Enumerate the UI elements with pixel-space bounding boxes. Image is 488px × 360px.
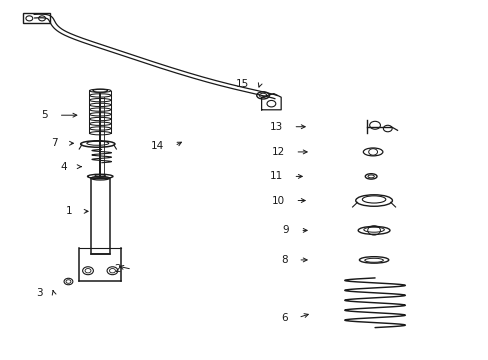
- Text: 12: 12: [271, 147, 284, 157]
- Text: 7: 7: [51, 138, 58, 148]
- Text: 8: 8: [280, 255, 287, 265]
- Text: 6: 6: [280, 312, 287, 323]
- Text: 9: 9: [282, 225, 289, 235]
- Text: 5: 5: [41, 110, 48, 120]
- Bar: [91, 178, 109, 254]
- Text: 15: 15: [236, 78, 249, 89]
- Text: 13: 13: [269, 122, 282, 132]
- Text: 11: 11: [269, 171, 282, 181]
- Text: 1: 1: [65, 206, 72, 216]
- Text: 14: 14: [150, 141, 163, 151]
- Text: 3: 3: [36, 288, 43, 298]
- Bar: [23, 13, 50, 23]
- Text: 2: 2: [114, 264, 121, 274]
- Text: 10: 10: [271, 195, 284, 206]
- Text: 4: 4: [61, 162, 67, 172]
